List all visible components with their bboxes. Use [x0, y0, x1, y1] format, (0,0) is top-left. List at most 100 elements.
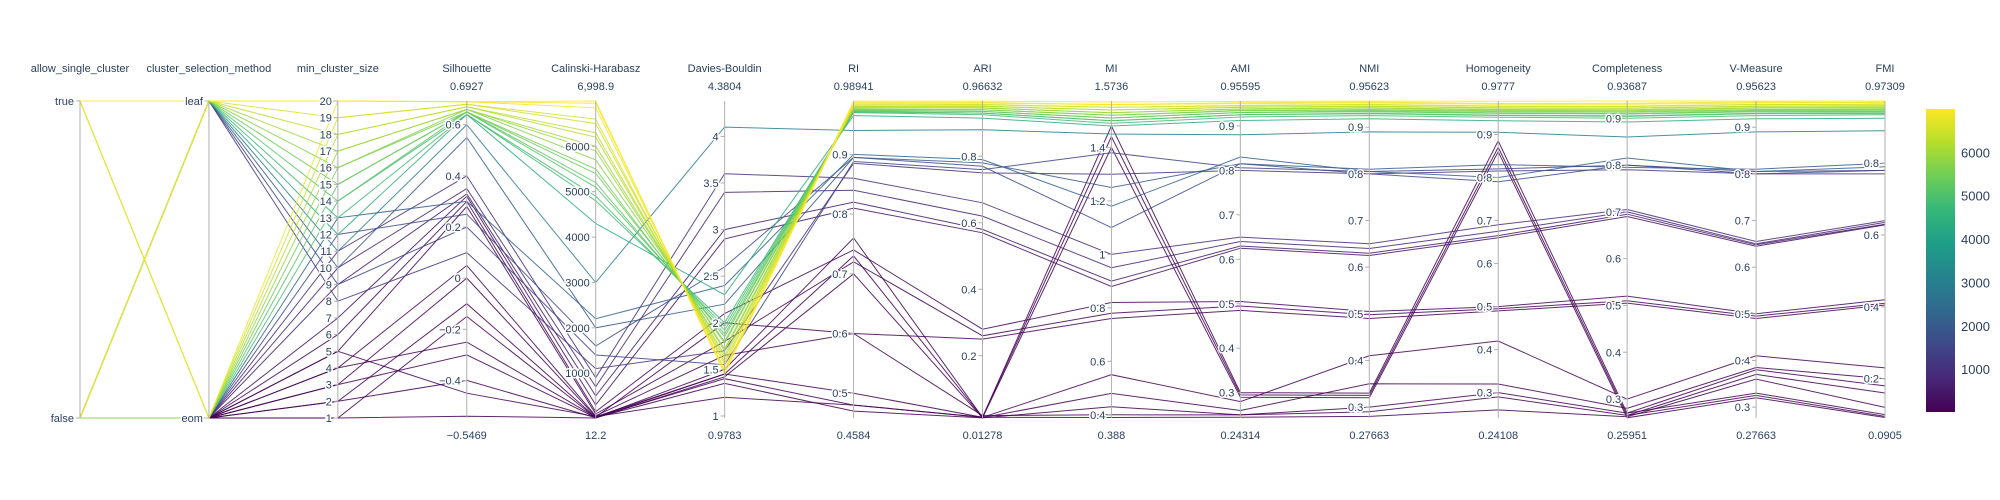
tick-label: leaf — [185, 96, 204, 108]
axis-min-label: 0.0905 — [1868, 430, 1902, 442]
axis-title: allow_single_cluster — [31, 63, 130, 75]
tick-label: 0.4 — [1348, 355, 1363, 367]
tick-label: 0.7 — [1477, 216, 1492, 228]
tick-label: 0.8 — [961, 151, 976, 163]
tick-label: 0.7 — [832, 269, 847, 281]
axis-fmi[interactable]: FMI 0.97309 0.0905 0.2 0.4 0.6 0.8 — [1862, 63, 1905, 442]
tick-label: 1.5 — [703, 364, 718, 376]
axis-title: min_cluster_size — [297, 63, 379, 75]
tick-label: 0.4 — [1477, 345, 1492, 357]
tick-label: 7 — [326, 313, 332, 325]
tick-label: 0.7 — [1219, 210, 1234, 222]
axis-title: AMI — [1231, 63, 1251, 75]
axis-title: Davies-Bouldin — [688, 63, 762, 75]
tick-label: 3 — [326, 380, 332, 392]
axis-homogeneity[interactable]: Homogeneity 0.9777 0.24108 0.3 0.4 0.5 0.6 0.7 0… — [1466, 63, 1531, 442]
tick-label: 0.6 — [445, 120, 460, 132]
axis-min-cluster-size[interactable]: min_cluster_size123456789101112131415161… — [297, 63, 379, 427]
tick-label: 0.9 — [1606, 113, 1621, 125]
axis-ari[interactable]: ARI 0.96632 0.01278 0.2 0.4 0.6 0.8 — [960, 63, 1003, 442]
axis-min-label: −0.5469 — [447, 430, 487, 442]
tick-label: 0.5 — [1219, 299, 1234, 311]
colorbar-tick-label: 3000 — [1961, 275, 1990, 290]
axis-calinski-harabasz[interactable]: Calinski-Harabasz 6,998.9 12.2 1000 2000 3000… — [551, 63, 640, 442]
tick-label: 0.2 — [961, 351, 976, 363]
tick-label: 13 — [320, 213, 332, 225]
tick-label: 0.8 — [1090, 303, 1105, 315]
tick-label: 0.3 — [1735, 402, 1750, 414]
axis-ri[interactable]: RI 0.98941 0.4584 0.5 0.6 0.7 0.8 0.9 — [831, 63, 874, 442]
axis-davies-bouldin[interactable]: Davies-Bouldin 4.3804 0.9783 1 1.5 2 2.5 3 3.5 4 — [688, 63, 762, 442]
tick-label: 0.4 — [445, 171, 460, 183]
tick-label: 12 — [320, 229, 332, 241]
axis-max-label: 0.95623 — [1349, 81, 1389, 93]
axis-title: cluster_selection_method — [147, 63, 272, 75]
tick-label: 0.5 — [832, 388, 847, 400]
tick-label: 0.8 — [1606, 160, 1621, 172]
tick-label: 0.4 — [961, 284, 976, 296]
tick-label: 2 — [713, 318, 719, 330]
tick-label: 0.4 — [1090, 410, 1105, 422]
tick-label: 6 — [326, 330, 332, 342]
axis-min-label: 0.4584 — [837, 430, 871, 442]
axis-title: Calinski-Harabasz — [551, 63, 640, 75]
axis-max-label: 0.6927 — [450, 81, 484, 93]
axis-max-label: 4.3804 — [708, 81, 742, 93]
axis-min-label: 0.27663 — [1736, 430, 1776, 442]
tick-label: 0.9 — [1735, 122, 1750, 134]
tick-label: −0.2 — [439, 324, 461, 336]
tick-label: 0.8 — [1864, 158, 1879, 170]
colorbar-gradient — [1926, 109, 1955, 412]
axis-ami[interactable]: AMI 0.95595 0.24314 0.3 0.4 0.5 0.6 0.7 0.8 0.9 — [1218, 63, 1261, 442]
axis-v-measure[interactable]: V-Measure 0.95623 0.27663 0.3 0.4 0.5 0.6 0.7 0.… — [1729, 63, 1782, 442]
tick-label: 17 — [320, 146, 332, 158]
axis-silhouette[interactable]: Silhouette 0.6927 −0.5469 −0.4 −0.2 0 0.2 0.4 0.… — [438, 63, 492, 442]
tick-label: 0.8 — [1219, 165, 1234, 177]
tick-label: 1.4 — [1090, 142, 1105, 154]
axis-title: Homogeneity — [1466, 63, 1531, 75]
tick-label: 0.5 — [1735, 309, 1750, 321]
tick-label: 0.6 — [1735, 262, 1750, 274]
tick-label: 0.6 — [1864, 230, 1879, 242]
tick-label: 0.4 — [1864, 302, 1879, 314]
tick-label: 14 — [320, 196, 332, 208]
tick-label: eom — [182, 413, 203, 425]
tick-label: 1000 — [565, 368, 589, 380]
axis-title: ARI — [973, 63, 991, 75]
axis-nmi[interactable]: NMI 0.95623 0.27663 0.3 0.4 0.5 0.6 0.7 0.8 0.9 — [1346, 63, 1389, 442]
axis-max-label: 0.93687 — [1607, 81, 1647, 93]
axis-title: V-Measure — [1729, 63, 1782, 75]
tick-label: 0.8 — [1348, 169, 1363, 181]
axis-max-label: 6,998.9 — [577, 81, 614, 93]
tick-label: 9 — [326, 280, 332, 292]
tick-label: 0.7 — [1606, 207, 1621, 219]
colorbar-tick-label: 1000 — [1961, 362, 1990, 377]
tick-label: 5000 — [565, 187, 589, 199]
tick-label: 0.5 — [1477, 302, 1492, 314]
tick-label: 0.9 — [832, 149, 847, 161]
tick-label: 0.3 — [1348, 402, 1363, 414]
tick-label: 0.4 — [1735, 355, 1750, 367]
tick-label: 10 — [320, 263, 332, 275]
tick-label: 18 — [320, 129, 332, 141]
axis-mi[interactable]: MI 1.5736 0.388 0.4 0.6 0.8 1 1.2 1.4 — [1089, 63, 1129, 442]
axis-max-label: 0.9777 — [1481, 81, 1515, 93]
axis-min-label: 0.9783 — [708, 430, 742, 442]
axis-min-label: 0.01278 — [963, 430, 1003, 442]
tick-label: 0.9 — [1219, 121, 1234, 133]
tick-label: 3.5 — [703, 178, 718, 190]
tick-label: 0.6 — [1219, 254, 1234, 266]
tick-label: 0.3 — [1606, 394, 1621, 406]
tick-label: 0.8 — [1477, 172, 1492, 184]
tick-label: 0.3 — [1477, 388, 1492, 400]
tick-label: −0.4 — [439, 375, 461, 387]
tick-label: 0.9 — [1348, 122, 1363, 134]
axis-min-label: 0.25951 — [1607, 430, 1647, 442]
tick-label: 0.7 — [1348, 216, 1363, 228]
tick-label: 15 — [320, 179, 332, 191]
axis-completeness[interactable]: Completeness 0.93687 0.25951 0.3 0.4 0.5 0.6 0.… — [1592, 63, 1663, 442]
